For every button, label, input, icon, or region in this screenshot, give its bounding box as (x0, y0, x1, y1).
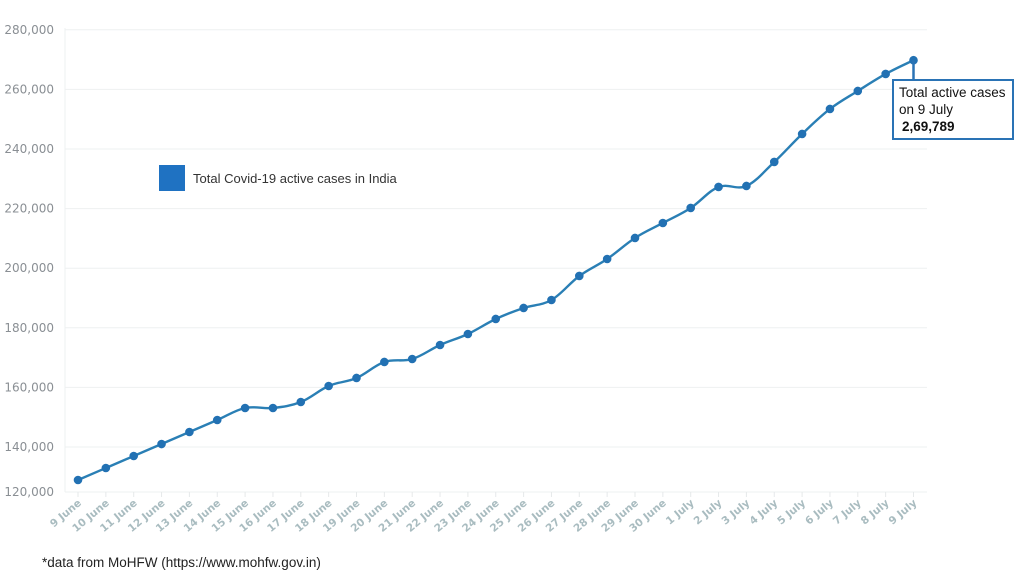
x-tick-label: 9 July (887, 497, 920, 527)
x-tick-label: 3 July (719, 497, 752, 527)
data-point (101, 463, 111, 473)
data-point (825, 104, 835, 114)
data-point (240, 403, 250, 413)
x-tick-label: 8 July (859, 497, 892, 527)
legend-swatch (159, 165, 185, 191)
data-point (547, 295, 556, 305)
data-point (575, 271, 584, 281)
x-tick-label: 5 July (775, 497, 808, 527)
data-point (296, 397, 306, 407)
data-point (714, 182, 723, 192)
y-tick-label: 260,000 (4, 82, 54, 96)
data-point (185, 427, 194, 437)
data-point (853, 86, 863, 96)
data-point (797, 129, 807, 139)
data-point (380, 357, 389, 367)
y-tick-label: 280,000 (4, 23, 54, 37)
data-point (769, 157, 779, 167)
data-point (630, 233, 640, 243)
annotation-line-2: on 9 July (899, 102, 954, 117)
data-point (602, 254, 612, 264)
data-point (73, 475, 83, 485)
data-point (658, 218, 668, 228)
data-point (407, 354, 417, 364)
data-point (324, 381, 333, 391)
data-point (742, 181, 751, 191)
data-point (463, 329, 473, 339)
data-point (268, 403, 278, 413)
y-tick-label: 160,000 (4, 380, 54, 394)
data-point (686, 203, 695, 213)
data-point (491, 314, 501, 324)
y-tick-label: 200,000 (4, 261, 54, 275)
annotation-value: 2,69,789 (902, 119, 955, 134)
annotation-line-1: Total active cases (899, 85, 1006, 100)
data-point (212, 415, 222, 425)
y-axis: 120,000 140,000 160,000 180,000 200,000 220,0… (4, 23, 927, 499)
data-point (129, 451, 138, 461)
data-point (157, 439, 166, 449)
data-point (435, 340, 445, 350)
data-point (519, 303, 528, 313)
y-tick-label: 220,000 (4, 202, 54, 216)
data-source-note: *data from MoHFW (https://www.mohfw.gov.… (42, 555, 321, 570)
y-tick-label: 180,000 (4, 321, 54, 335)
legend-label: Total Covid-19 active cases in India (193, 170, 397, 186)
data-points (73, 55, 918, 485)
x-tick-label: 1 July (664, 497, 697, 527)
data-point (881, 69, 890, 79)
x-tick-label: 4 July (747, 497, 780, 527)
y-tick-label: 240,000 (4, 142, 54, 156)
y-tick-label: 140,000 (4, 440, 54, 454)
gridlines (65, 29, 927, 448)
legend: Total Covid-19 active cases in India (159, 165, 397, 191)
x-tick-label: 6 July (803, 497, 836, 527)
data-point (352, 373, 361, 383)
x-tick-label: 2 July (692, 497, 725, 527)
series-line (77, 59, 915, 482)
y-tick-label: 120,000 (4, 485, 54, 499)
annotation-box: Total active cases on 9 July 2,69,789 (892, 79, 1014, 140)
x-tick-label: 7 July (831, 497, 864, 527)
